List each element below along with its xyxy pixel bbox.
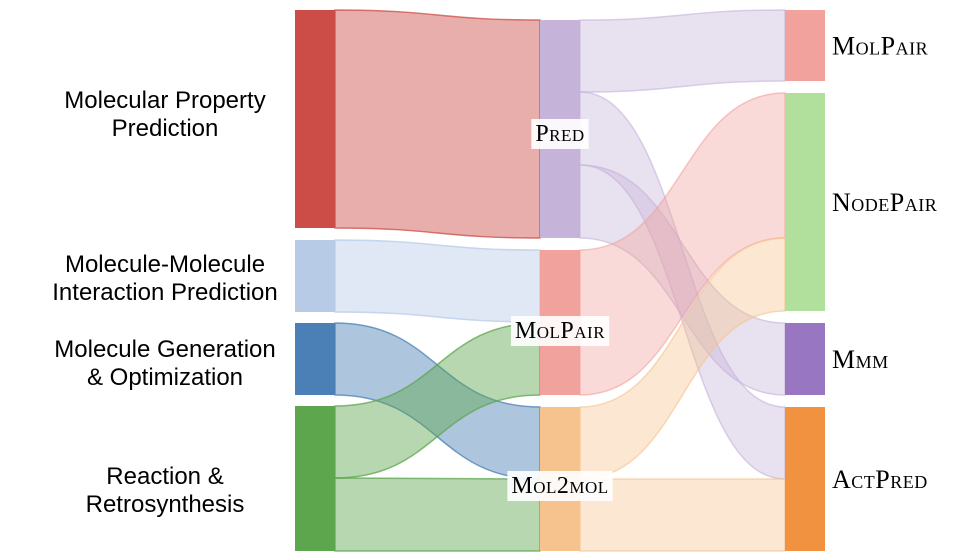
node-left-mmi bbox=[295, 240, 335, 312]
label-bg-mid-pred bbox=[531, 119, 589, 149]
label-right-r_actpred: ActPred bbox=[832, 465, 928, 494]
label-left-mmi: Molecule-Molecule Interaction Prediction bbox=[52, 251, 277, 306]
label-left-gen: Molecule Generation & Optimization bbox=[54, 336, 275, 391]
label-mid-molpair: MolPair bbox=[515, 318, 605, 344]
node-right-r_mmm bbox=[785, 323, 825, 395]
label-right-r_nodepair: NodePair bbox=[832, 188, 937, 217]
node-left-gen bbox=[295, 323, 335, 395]
link-prop-to-pred bbox=[334, 9, 541, 239]
node-right-r_actpred bbox=[785, 407, 825, 551]
label-right-r_molpair: MolPair bbox=[832, 32, 928, 61]
link-pred-to-r_molpair bbox=[579, 9, 786, 93]
label-left-prop: Molecular Property Prediction bbox=[64, 87, 265, 142]
label-mid-pred: Pred bbox=[535, 121, 584, 147]
node-right-r_molpair bbox=[785, 10, 825, 81]
node-right-r_nodepair bbox=[785, 93, 825, 311]
label-mid-mol2mol: Mol2mol bbox=[511, 473, 608, 499]
label-left-rxn: Reaction & Retrosynthesis bbox=[86, 463, 245, 518]
labels-group: Molecular Property Prediction Molecule-Mol… bbox=[52, 32, 937, 518]
node-left-prop bbox=[295, 10, 335, 228]
links-left-group bbox=[334, 9, 541, 552]
link-mmi-to-molpair bbox=[334, 239, 541, 323]
label-bg-mid-mol2mol bbox=[507, 471, 613, 501]
links-right-group bbox=[579, 9, 786, 552]
node-left-rxn bbox=[295, 406, 335, 551]
label-right-r_mmm: Mmm bbox=[832, 345, 889, 374]
label-bg-mid-molpair bbox=[510, 316, 610, 346]
